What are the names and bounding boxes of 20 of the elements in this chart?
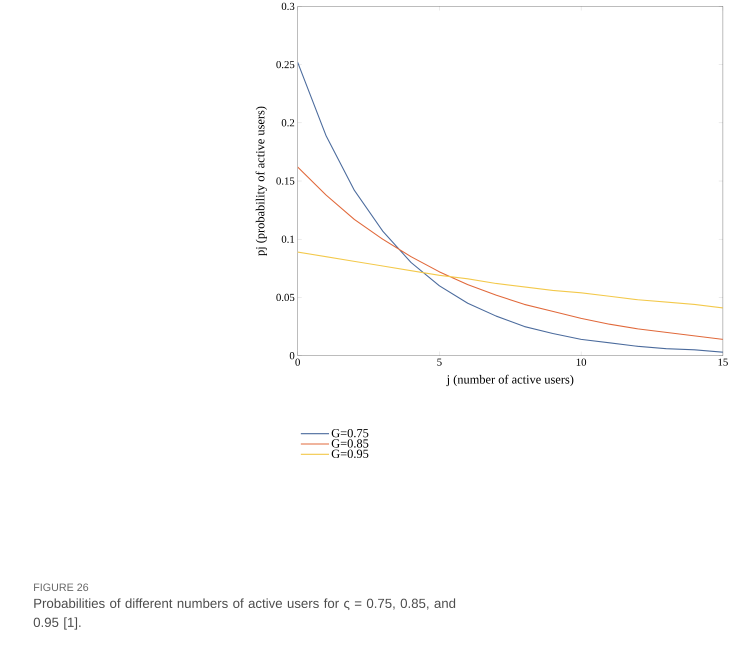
x-tick-label: 0 <box>295 358 300 366</box>
y-tick-label: 0.05 <box>276 294 294 301</box>
y-tick-label: 0 <box>290 352 294 360</box>
y-tick-label: 0.15 <box>276 177 294 185</box>
caption: FIGURE 26 <box>34 583 88 591</box>
y-tick-label: 0.1 <box>282 235 294 243</box>
line-series <box>298 62 723 353</box>
x-tick-label: 15 <box>718 358 728 366</box>
legend-label: G=0.75 <box>332 428 368 438</box>
x-tick-label: 10 <box>576 358 586 366</box>
line-series <box>298 251 723 308</box>
y-axis-title: pj (probability of active users) <box>256 106 267 256</box>
y-tick-label: 0.2 <box>282 119 294 126</box>
y-tick-label: 0.25 <box>276 60 294 68</box>
y-tick-label: 0.3 <box>282 2 294 10</box>
x-tick-label: 5 <box>437 358 442 366</box>
text: Probabilities of different numbers of active users for ς = 0.75, 0.85, and 0.95 [1]. <box>34 598 456 630</box>
legend-label: G=0.85 <box>332 439 368 448</box>
legend-label: G=0.95 <box>332 449 368 458</box>
x-axis-title: j (number of active users) <box>446 374 574 386</box>
